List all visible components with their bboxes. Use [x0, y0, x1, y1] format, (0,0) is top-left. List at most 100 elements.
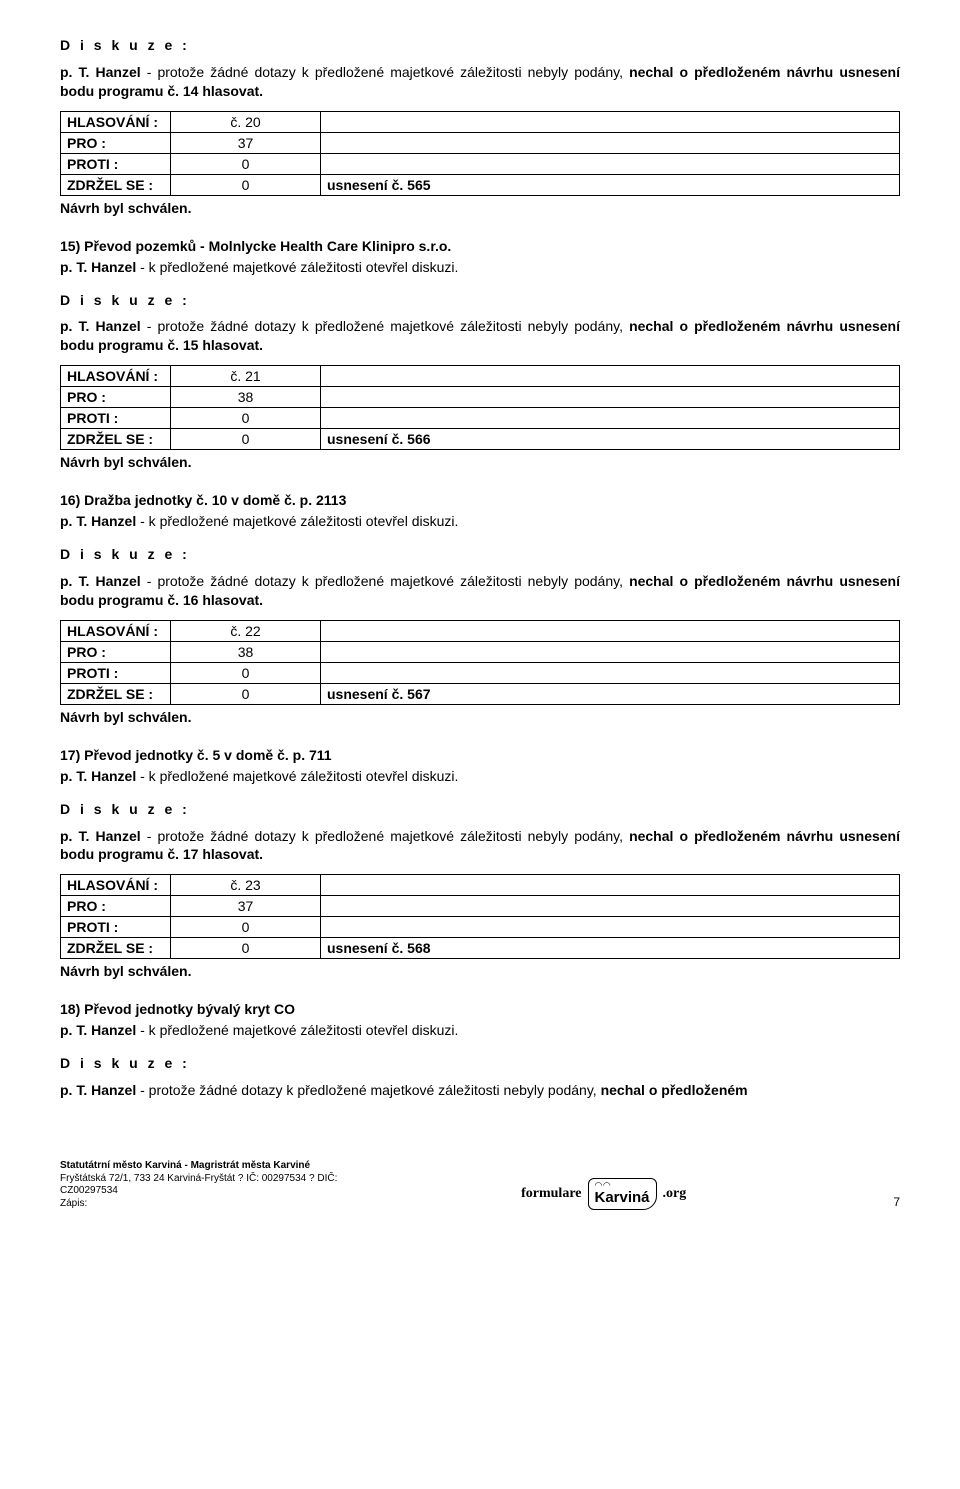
- diskuze-heading: D i s k u z e :: [60, 545, 900, 564]
- row-label: HLASOVÁNÍ :: [61, 875, 171, 896]
- resolution-cell: usnesení č. 566: [321, 429, 900, 450]
- row-label: PRO :: [61, 641, 171, 662]
- row-label: PRO :: [61, 896, 171, 917]
- row-label: PRO :: [61, 387, 171, 408]
- text-bold: nechal o předloženém: [601, 1082, 748, 1098]
- logo-text: Karviná: [595, 1190, 650, 1205]
- zdrzel-count: 0: [171, 938, 321, 959]
- org-suffix: .org: [663, 1185, 687, 1203]
- row-label: PROTI :: [61, 662, 171, 683]
- footer-org: Statutátrní město Karviná - Magristrát m…: [60, 1160, 337, 1173]
- row-label: ZDRŽEL SE :: [61, 683, 171, 704]
- proti-count: 0: [171, 153, 321, 174]
- vote-instruction: p. T. Hanzel - protože žádné dotazy k př…: [60, 63, 900, 101]
- blank-cell: [321, 896, 900, 917]
- row-label: HLASOVÁNÍ :: [61, 620, 171, 641]
- row-label: HLASOVÁNÍ :: [61, 111, 171, 132]
- vote-number: č. 20: [171, 111, 321, 132]
- approved-text: Návrh byl schválen.: [60, 963, 900, 979]
- open-discussion: p. T. Hanzel - k předložené majetkové zá…: [60, 258, 900, 277]
- text: - k předložené majetkové záležitosti ote…: [136, 768, 458, 784]
- footer-zapis: Zápis:: [60, 1198, 337, 1211]
- speaker-name: p. T. Hanzel: [60, 64, 141, 80]
- pro-count: 38: [171, 641, 321, 662]
- pro-count: 38: [171, 387, 321, 408]
- footer-left: Statutátrní město Karviná - Magristrát m…: [60, 1160, 337, 1210]
- speaker-name: p. T. Hanzel: [60, 318, 141, 334]
- speaker-name: p. T. Hanzel: [60, 828, 141, 844]
- blank-cell: [321, 111, 900, 132]
- diskuze-heading: D i s k u z e :: [60, 291, 900, 310]
- row-label: ZDRŽEL SE :: [61, 938, 171, 959]
- text: - protože žádné dotazy k předložené maje…: [141, 64, 629, 80]
- vote-number: č. 21: [171, 366, 321, 387]
- footer-address: Fryštátská 72/1, 733 24 Karviná-Fryštát …: [60, 1173, 337, 1186]
- diskuze-heading: D i s k u z e :: [60, 800, 900, 819]
- diskuze-heading: D i s k u z e :: [60, 36, 900, 55]
- text: - protože žádné dotazy k předložené maje…: [141, 828, 629, 844]
- blank-cell: [321, 641, 900, 662]
- proti-count: 0: [171, 917, 321, 938]
- zdrzel-count: 0: [171, 683, 321, 704]
- blank-cell: [321, 132, 900, 153]
- open-discussion: p. T. Hanzel - k předložené majetkové zá…: [60, 1021, 900, 1040]
- section-title: 16) Dražba jednotky č. 10 v domě č. p. 2…: [60, 492, 900, 508]
- blank-cell: [321, 387, 900, 408]
- approved-text: Návrh byl schválen.: [60, 200, 900, 216]
- blank-cell: [321, 662, 900, 683]
- speaker-name: p. T. Hanzel: [60, 573, 141, 589]
- vote-number: č. 22: [171, 620, 321, 641]
- footer-center: formulare ◠◠ Karviná .org: [521, 1178, 686, 1210]
- row-label: PROTI :: [61, 153, 171, 174]
- karvina-logo-icon: ◠◠ Karviná: [588, 1178, 657, 1210]
- approved-text: Návrh byl schválen.: [60, 709, 900, 725]
- text: - protože žádné dotazy k předložené maje…: [141, 318, 629, 334]
- pro-count: 37: [171, 132, 321, 153]
- open-discussion: p. T. Hanzel - k předložené majetkové zá…: [60, 512, 900, 531]
- row-label: PROTI :: [61, 408, 171, 429]
- zdrzel-count: 0: [171, 174, 321, 195]
- row-label: ZDRŽEL SE :: [61, 429, 171, 450]
- page-footer: Statutátrní město Karviná - Magristrát m…: [60, 1160, 900, 1210]
- resolution-cell: usnesení č. 565: [321, 174, 900, 195]
- vote-instruction: p. T. Hanzel - protože žádné dotazy k př…: [60, 317, 900, 355]
- diskuze-heading: D i s k u z e :: [60, 1054, 900, 1073]
- speaker-name: p. T. Hanzel: [60, 259, 136, 275]
- blank-cell: [321, 153, 900, 174]
- page-number: 7: [870, 1195, 900, 1210]
- row-label: ZDRŽEL SE :: [61, 174, 171, 195]
- row-label: HLASOVÁNÍ :: [61, 366, 171, 387]
- document-page: D i s k u z e : p. T. Hanzel - protože ž…: [0, 0, 960, 1230]
- vote-number: č. 23: [171, 875, 321, 896]
- speaker-name: p. T. Hanzel: [60, 1022, 136, 1038]
- text: - protože žádné dotazy k předložené maje…: [136, 1082, 600, 1098]
- text: - k předložené majetkové záležitosti ote…: [136, 1022, 458, 1038]
- vote-instruction: p. T. Hanzel - protože žádné dotazy k př…: [60, 827, 900, 865]
- pro-count: 37: [171, 896, 321, 917]
- proti-count: 0: [171, 662, 321, 683]
- section-title: 18) Převod jednotky bývalý kryt CO: [60, 1001, 900, 1017]
- blank-cell: [321, 366, 900, 387]
- text: - protože žádné dotazy k předložené maje…: [141, 573, 629, 589]
- text: - k předložené majetkové záležitosti ote…: [136, 513, 458, 529]
- section-title: 15) Převod pozemků - Molnlycke Health Ca…: [60, 238, 900, 254]
- blank-cell: [321, 917, 900, 938]
- vote-instruction: p. T. Hanzel - protože žádné dotazy k př…: [60, 572, 900, 610]
- vote-table: HLASOVÁNÍ :č. 20 PRO :37 PROTI :0 ZDRŽEL…: [60, 111, 900, 196]
- resolution-cell: usnesení č. 568: [321, 938, 900, 959]
- speaker-name: p. T. Hanzel: [60, 768, 136, 784]
- brand-text: formulare: [521, 1185, 581, 1203]
- open-discussion: p. T. Hanzel - k předložené majetkové zá…: [60, 767, 900, 786]
- row-label: PRO :: [61, 132, 171, 153]
- section-title: 17) Převod jednotky č. 5 v domě č. p. 71…: [60, 747, 900, 763]
- vote-table: HLASOVÁNÍ :č. 23 PRO :37 PROTI :0 ZDRŽEL…: [60, 874, 900, 959]
- approved-text: Návrh byl schválen.: [60, 454, 900, 470]
- proti-count: 0: [171, 408, 321, 429]
- blank-cell: [321, 408, 900, 429]
- row-label: PROTI :: [61, 917, 171, 938]
- vote-table: HLASOVÁNÍ :č. 22 PRO :38 PROTI :0 ZDRŽEL…: [60, 620, 900, 705]
- speaker-name: p. T. Hanzel: [60, 1082, 136, 1098]
- footer-dic: CZ00297534: [60, 1185, 337, 1198]
- blank-cell: [321, 620, 900, 641]
- vote-instruction-partial: p. T. Hanzel - protože žádné dotazy k př…: [60, 1081, 900, 1100]
